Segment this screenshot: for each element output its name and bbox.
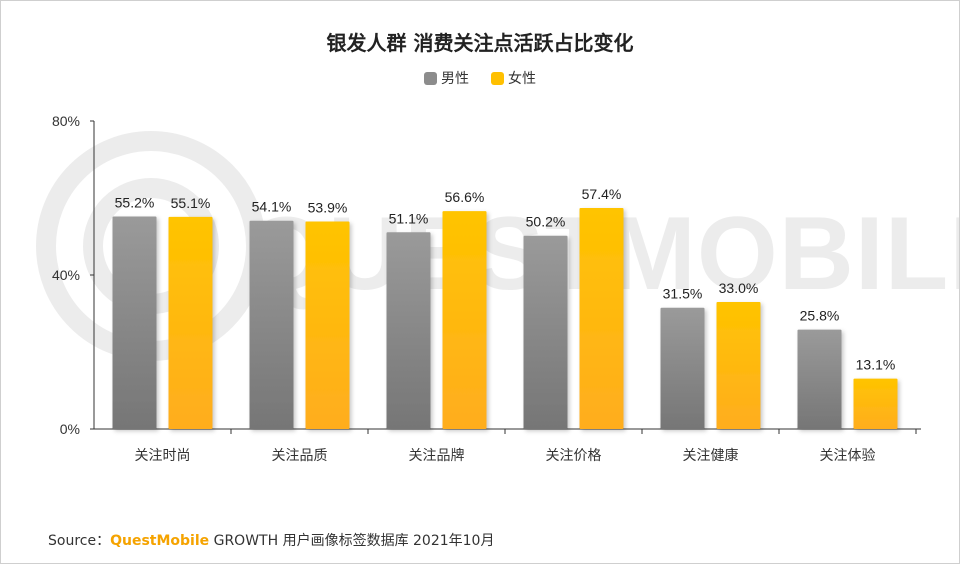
bar-female xyxy=(168,216,213,429)
labels: 55.2% 55.1% 54.1% 53.9% 51.1% 56.6% 50.2% 57.4%… xyxy=(115,186,896,373)
legend-swatch-female xyxy=(491,71,504,85)
bar-male xyxy=(797,329,842,429)
bar-male xyxy=(660,307,705,429)
data-label: 55.1% xyxy=(171,195,211,211)
data-label: 54.1% xyxy=(252,199,292,215)
source-text: GROWTH 用户画像标签数据库 2021年10月 xyxy=(209,533,495,549)
x-tick-label: 关注品牌 xyxy=(409,447,465,464)
data-label: 13.1% xyxy=(856,357,896,373)
bar-female xyxy=(716,301,761,429)
x-tick-label: 关注时尚 xyxy=(135,448,191,464)
data-label: 55.2% xyxy=(115,194,155,210)
source-note: Source：QuestMobile GROWTH 用户画像标签数据库 2021… xyxy=(48,530,494,550)
bars xyxy=(112,208,898,429)
x-tick-label: 关注价格 xyxy=(546,448,602,464)
bar-female xyxy=(442,211,487,429)
y-tick-label: 0% xyxy=(60,421,80,437)
data-label: 51.1% xyxy=(389,210,429,226)
data-label: 33.0% xyxy=(719,280,759,296)
legend-item-female: 女性 xyxy=(491,68,536,88)
y-tick-label: 40% xyxy=(52,267,80,283)
source-brand: QuestMobile xyxy=(110,533,210,549)
legend-label-male: 男性 xyxy=(441,71,469,87)
data-label: 31.5% xyxy=(663,286,703,302)
bar-male xyxy=(249,220,294,429)
source-prefix: Source： xyxy=(48,533,111,549)
x-tick-label: 关注健康 xyxy=(683,447,739,464)
bar-male xyxy=(386,232,431,429)
y-tick-label: 80% xyxy=(52,113,80,129)
legend-item-male: 男性 xyxy=(424,68,469,88)
legend-label-female: 女性 xyxy=(508,71,536,87)
bar-female xyxy=(579,208,624,429)
axes: 0% 40% 80% 关注时尚 关注品质 关注品牌 关注价格 关注健康 关注体验 xyxy=(52,113,921,464)
data-label: 56.6% xyxy=(445,189,485,205)
bar-female xyxy=(305,221,350,429)
data-label: 57.4% xyxy=(582,186,622,202)
bar-male xyxy=(523,235,568,429)
data-label: 25.8% xyxy=(800,308,840,324)
data-label: 53.9% xyxy=(308,199,348,215)
bar-male xyxy=(112,216,157,429)
legend-swatch-male xyxy=(424,71,437,85)
bar-female xyxy=(853,378,898,429)
chart-title: 银发人群 消费关注点活跃占比变化 xyxy=(326,31,634,55)
chart-legend: 男性 女性 xyxy=(1,68,959,88)
x-tick-label: 关注品质 xyxy=(272,448,328,464)
data-label: 50.2% xyxy=(526,214,566,230)
x-tick-label: 关注体验 xyxy=(820,448,876,464)
